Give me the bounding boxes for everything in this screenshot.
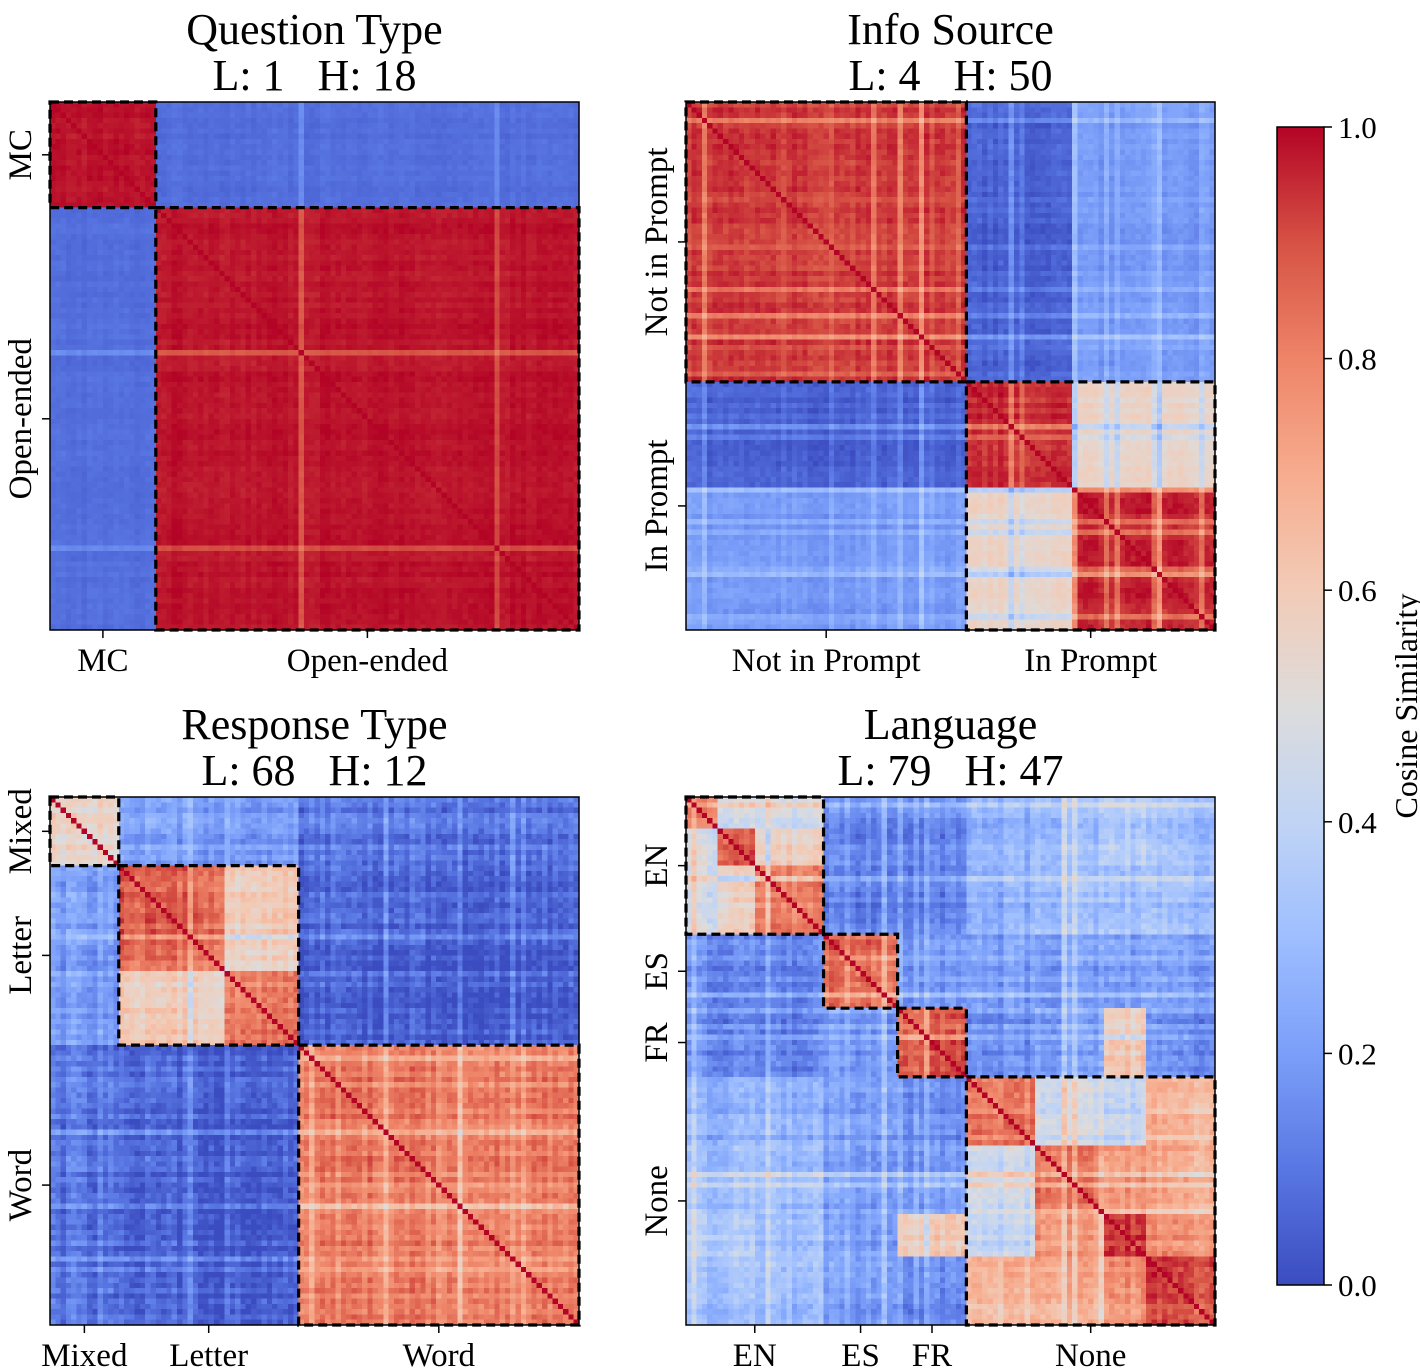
heatmap-cells [50,102,579,630]
y-tick-label: Not in Prompt [639,147,675,336]
colorbar-gradient [1276,126,1325,1286]
heatmap-cells [686,797,1215,1325]
x-tick-label: Word [403,1338,476,1368]
y-tick-label: In Prompt [639,439,675,572]
y-tick-label: Open-ended [3,338,39,500]
colorbar-tick-label: 0.4 [1338,805,1377,840]
colorbar-tick-label: 0.6 [1338,573,1377,608]
panel-title: Info Source [847,5,1054,54]
x-tick-label: None [1055,1338,1126,1368]
colorbar-label: Cosine Similarity [1388,594,1420,819]
colorbar: 0.0 0.2 0.4 0.6 0.8 1.0 Cosine Similarity [1276,110,1420,1303]
y-tick-label: EN [639,843,675,887]
y-tick-label: ES [639,952,675,991]
y-tick-label: None [639,1165,675,1236]
colorbar-tick-label: 0.0 [1338,1268,1377,1303]
y-tick-label: FR [639,1022,675,1062]
group-box [895,1006,968,1079]
x-tick-label: EN [733,1338,777,1368]
panel-subtitle: L: 79 H: 47 [837,746,1063,795]
x-tick-label: In Prompt [1024,643,1157,679]
panel-subtitle: L: 1 H: 18 [212,51,416,100]
x-tick-label: Not in Prompt [732,643,921,679]
heatmap-frame [685,796,1216,1326]
colorbar-tick-label: 1.0 [1338,110,1377,145]
panel-subtitle: L: 4 H: 50 [848,51,1052,100]
y-tick-label: Mixed [3,788,39,875]
panel-subtitle: L: 68 H: 12 [201,746,427,795]
y-tick-label: Word [3,1148,39,1221]
group-box [117,864,301,1047]
panel-title: Question Type [186,5,442,54]
x-tick-label: ES [841,1338,880,1368]
x-tick-label: Open-ended [287,643,449,679]
heatmap-cells [686,102,1215,630]
group-box [821,932,900,1010]
colorbar-tick-label: 0.2 [1338,1036,1377,1071]
panel-title: Response Type [181,700,447,749]
y-tick-label: MC [3,129,39,180]
panel-title: Language [864,700,1037,749]
y-tick-label: Letter [3,916,39,995]
x-tick-label: MC [77,643,128,679]
x-tick-label: Letter [169,1338,248,1368]
heatmap-cells [50,797,579,1325]
x-tick-label: Mixed [41,1338,128,1368]
x-tick-label: FR [912,1338,952,1368]
colorbar-tick-label: 0.8 [1338,342,1377,377]
